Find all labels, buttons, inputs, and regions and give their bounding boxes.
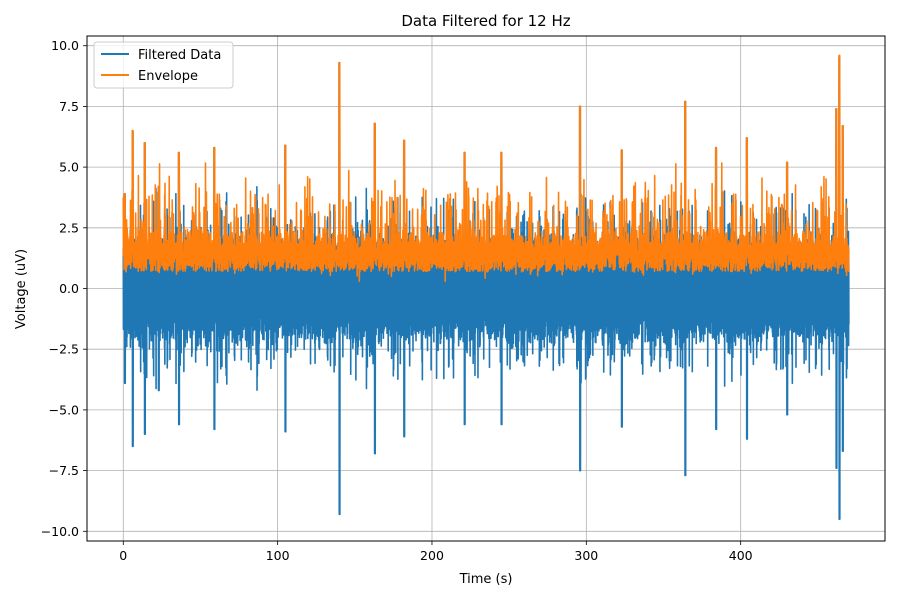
x-tick-label: 100 <box>266 548 290 563</box>
x-axis: 0 100 200 300 400 <box>119 541 753 563</box>
y-tick-label: 2.5 <box>59 220 79 235</box>
y-tick-label: 7.5 <box>59 99 79 114</box>
x-axis-label: Time (s) <box>459 572 513 587</box>
y-tick-label: −5.0 <box>49 402 79 417</box>
y-tick-label: 0.0 <box>59 281 79 296</box>
y-axis-label: Voltage (uV) <box>14 249 29 329</box>
y-tick-label: 10.0 <box>51 38 79 53</box>
y-tick-label: −7.5 <box>49 463 79 478</box>
y-axis: −10.0 −7.5 −5.0 −2.5 0.0 2.5 5.0 7.5 10.0 <box>41 38 87 539</box>
legend: Filtered Data Envelope <box>93 41 234 89</box>
series-layer <box>122 54 850 520</box>
x-tick-label: 0 <box>119 548 127 563</box>
y-tick-label: −2.5 <box>49 342 79 357</box>
y-tick-label: −10.0 <box>41 524 79 539</box>
plot-area <box>122 54 850 520</box>
series-envelope <box>122 54 850 283</box>
legend-label-filtered-data: Filtered Data <box>138 48 221 63</box>
chart-title: Data Filtered for 12 Hz <box>401 12 570 30</box>
x-tick-label: 200 <box>420 548 444 563</box>
y-tick-label: 5.0 <box>59 160 79 175</box>
legend-label-envelope: Envelope <box>138 69 198 84</box>
x-tick-label: 400 <box>729 548 753 563</box>
x-tick-label: 300 <box>574 548 598 563</box>
